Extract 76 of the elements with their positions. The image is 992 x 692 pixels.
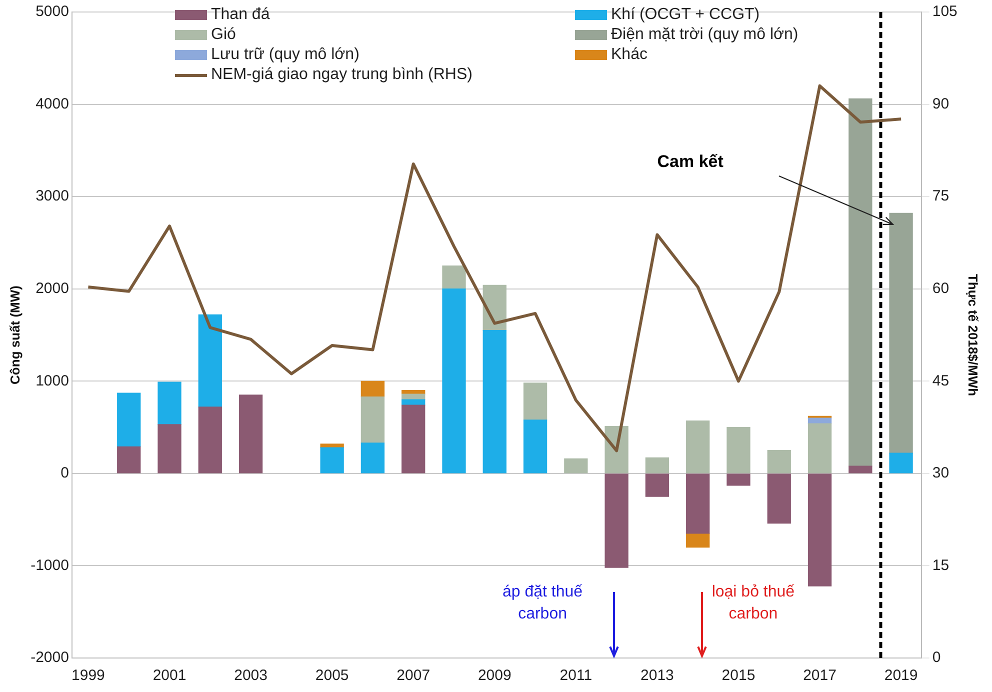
x-tick-label: 2003 [234,667,268,684]
x-tick-label: 1999 [72,667,105,684]
bar [402,394,426,400]
y2-axis-title: Thực tế 2018$/MWh [966,274,981,396]
bar [889,452,913,474]
bar [360,442,385,474]
bar [848,466,872,474]
bar [726,474,750,486]
legend-label: Khác [611,46,648,64]
legend-label: Lưu trữ (quy mô lớn) [211,46,360,64]
y2-tick-label: 0 [932,649,941,666]
bar [767,474,791,524]
bar [442,265,466,290]
bar [158,424,182,474]
x-tick-label: 2013 [640,667,674,684]
x-tick-label: 2017 [803,667,836,684]
y2-tick-label: 105 [932,3,958,20]
y-axis-title: Công suất (MW) [7,286,22,384]
bar [889,212,913,454]
bar [808,474,832,586]
bar [320,447,344,474]
y-tick-label: 4000 [36,95,69,112]
bar [808,418,832,424]
legend-label: Điện mặt trời (quy mô lớn) [611,26,798,44]
x-tick-label: 2019 [884,667,918,684]
bar [686,420,710,474]
bar [402,404,426,474]
bar [360,380,385,398]
y-tick-label: 3000 [36,188,69,205]
x-tick-label: 2005 [315,667,349,684]
x-tick-label: 2015 [722,667,756,684]
bar [198,314,222,408]
y-tick-label: 2000 [36,280,69,297]
y2-tick-label: 30 [932,464,950,482]
bar [442,288,466,474]
bar [482,330,506,474]
annotation: loại bỏ thuế carbon [712,584,795,623]
x-tick-label: 2001 [152,667,186,684]
bar [117,392,141,447]
bar [604,474,628,568]
y-tick-label: -2000 [30,649,69,666]
x-tick-label: 2011 [560,667,592,684]
y-tick-label: 0 [60,464,69,482]
bar [117,446,141,474]
bar [564,458,588,474]
y2-tick-label: 90 [932,95,950,112]
bar [726,426,750,474]
bar [523,382,548,420]
legend-label: Khí (OCGT + CCGT) [611,6,760,24]
legend-label: NEM-giá giao ngay trung bình (RHS) [211,66,472,84]
legend-label: Than đá [211,6,270,24]
y2-tick-label: 45 [932,372,950,390]
annotation: áp đặt thuế carbon [502,584,583,623]
bar [158,382,182,425]
y-tick-label: 5000 [36,3,69,20]
y2-tick-label: 15 [932,556,950,574]
annotation: Cam kết [657,152,724,172]
bar [645,457,670,474]
legend-label: Gió [211,26,236,44]
y-tick-label: -1000 [30,556,69,574]
bar [523,420,548,474]
bar [686,474,710,534]
bar [320,444,344,448]
y-tick-label: 1000 [36,372,69,390]
y2-tick-label: 75 [932,188,950,205]
x-tick-label: 2009 [478,667,512,684]
bar [198,406,222,474]
bar [808,423,832,474]
bar [767,450,791,474]
bar [360,396,385,444]
bar [848,98,872,466]
bar [686,533,710,548]
y2-tick-label: 60 [932,280,950,297]
bar [645,474,670,497]
bar [238,394,263,474]
x-tick-label: 2007 [396,667,430,684]
